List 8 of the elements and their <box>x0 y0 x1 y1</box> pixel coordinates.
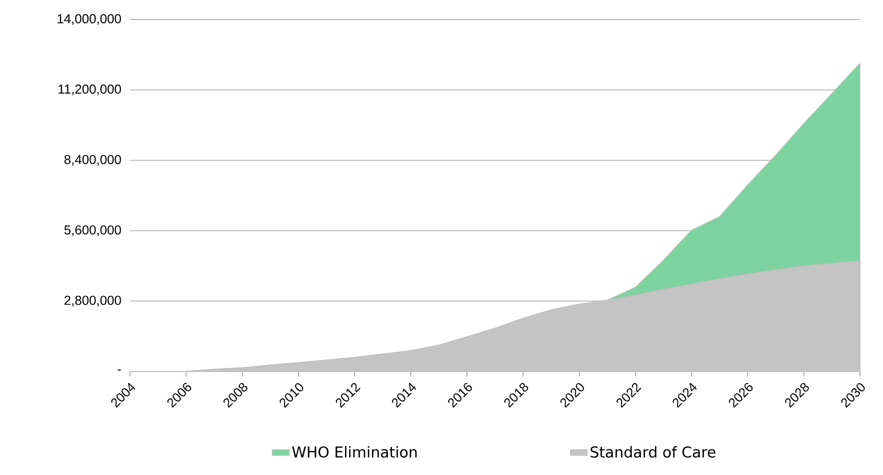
y-tick-label: 2,800,000 <box>64 296 121 306</box>
y-tick-label: 8,400,000 <box>64 154 121 166</box>
y-tick-label: 5,600,000 <box>64 225 121 236</box>
legend-label: Standard of Care <box>590 446 716 458</box>
legend-label: WHO Elimination <box>292 446 417 458</box>
y-tick-label: - <box>118 370 121 371</box>
y-tick-label: 11,200,000 <box>58 84 121 96</box>
y-tick-label: 14,000,000 <box>58 14 121 25</box>
